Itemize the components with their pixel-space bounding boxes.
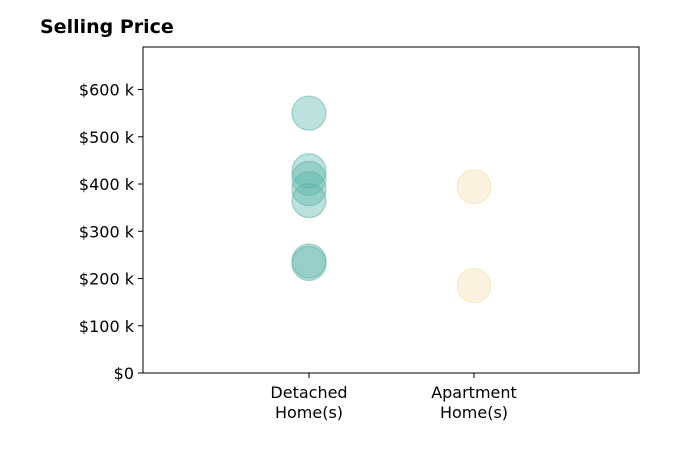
x-tick-label: Detached xyxy=(270,383,347,402)
x-tick-label: Home(s) xyxy=(275,403,343,422)
x-tick-label: Apartment xyxy=(431,383,517,402)
data-point xyxy=(291,160,327,196)
data-point xyxy=(291,153,327,189)
y-tick-label: $300 k xyxy=(79,222,135,241)
y-tick-label: $400 k xyxy=(79,175,135,194)
y-tick-label: $500 k xyxy=(79,128,135,147)
chart-title: Selling Price xyxy=(40,16,174,38)
y-tick-label: $600 k xyxy=(79,81,135,100)
data-point xyxy=(456,169,492,205)
plot-frame xyxy=(142,46,640,374)
data-point xyxy=(456,267,492,304)
data-points xyxy=(291,95,492,304)
y-tick-label: $0 xyxy=(114,364,134,383)
data-point xyxy=(291,245,327,281)
y-tick-label: $100 k xyxy=(79,317,135,336)
data-point xyxy=(291,171,327,207)
y-axis: $0 $100 k $200 k $300 k $400 k $500 k $600 k xyxy=(79,81,143,383)
data-point xyxy=(291,95,327,131)
x-tick-label: Home(s) xyxy=(440,403,508,422)
data-point xyxy=(291,182,327,219)
y-tick-label: $200 k xyxy=(79,270,135,289)
